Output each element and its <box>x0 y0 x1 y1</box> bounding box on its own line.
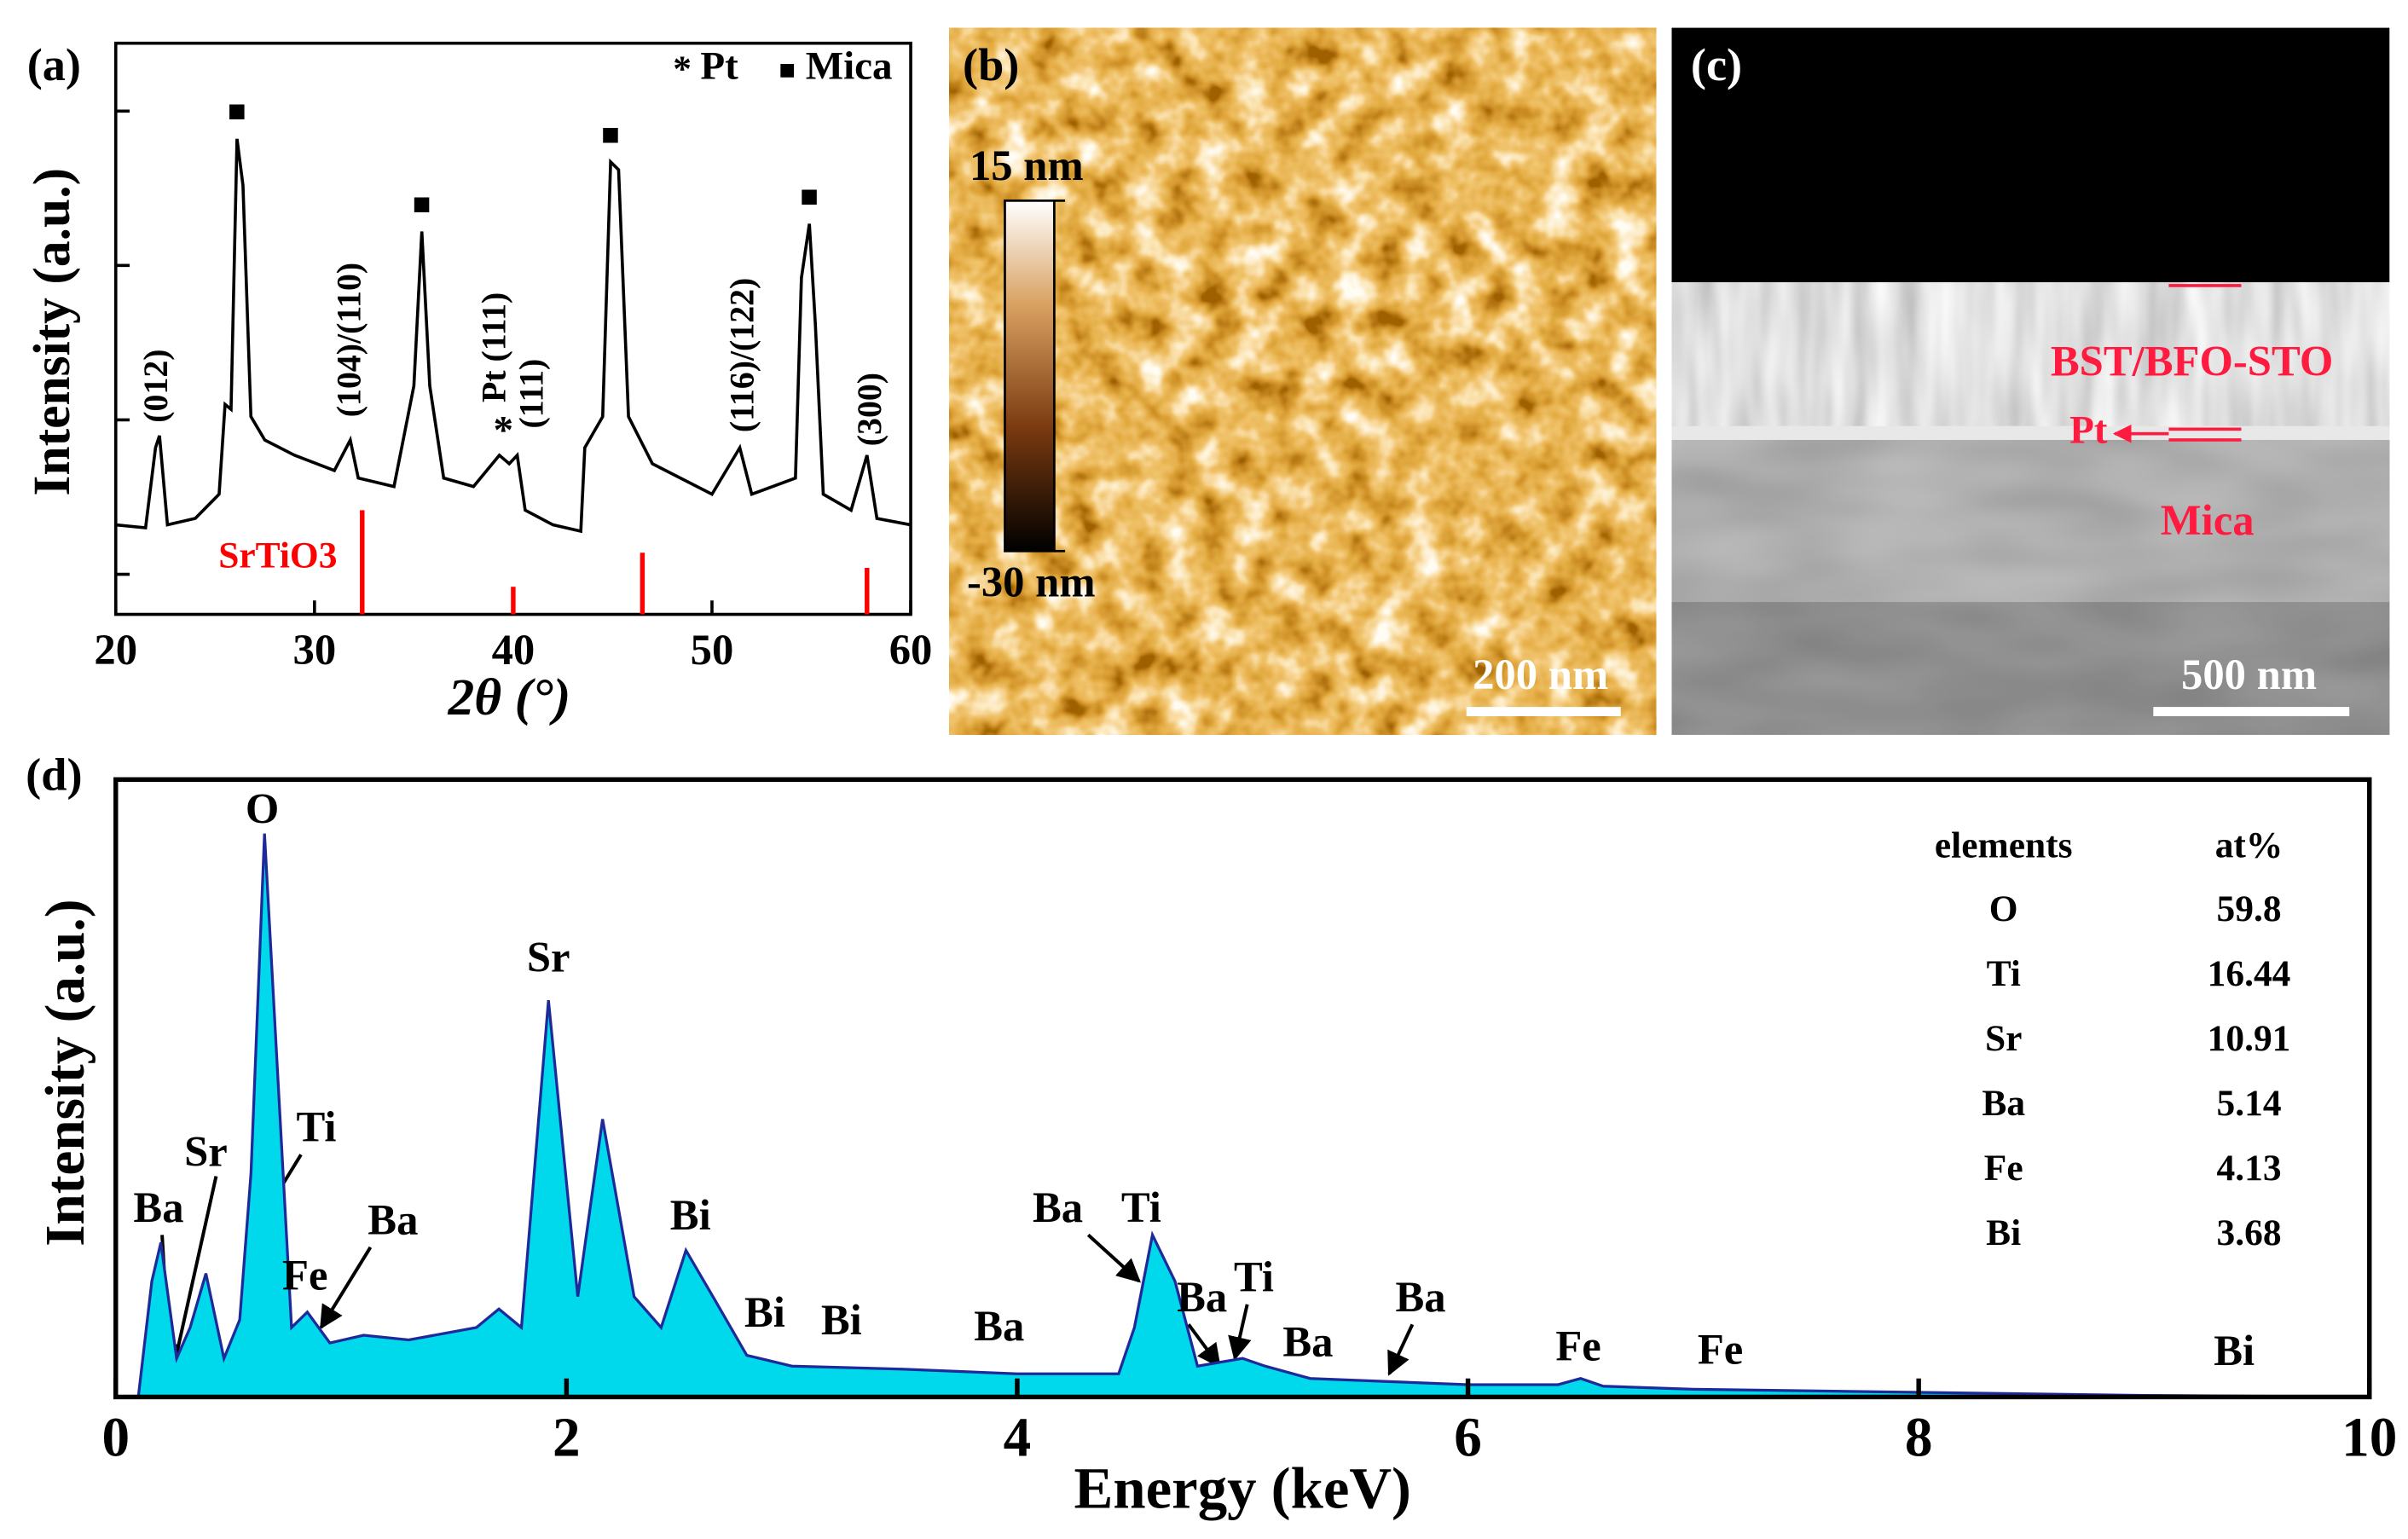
colorbar <box>1004 199 1056 553</box>
peak-label: Ti <box>297 1103 337 1151</box>
afm-image <box>949 27 1657 735</box>
peak-label: Ba <box>1282 1317 1333 1365</box>
peak-label: Ba <box>974 1302 1024 1350</box>
peak-label: Fe <box>1698 1325 1743 1373</box>
peak-label: Sr <box>184 1128 228 1176</box>
panel-label: (b) <box>963 39 1019 90</box>
x-axis-label: Energy (keV) <box>1074 1455 1411 1520</box>
peak-label: Bi <box>670 1191 711 1239</box>
arrow <box>1228 1304 1252 1361</box>
sem-vacuum <box>1671 27 2390 283</box>
peak-label: Pt (111) <box>475 292 512 402</box>
sem-film <box>1671 282 2390 430</box>
peak-label: Ti <box>1121 1183 1161 1231</box>
layer-label: Mica <box>2161 496 2255 544</box>
arrow <box>1187 1323 1221 1368</box>
sem-pt-layer <box>1671 425 2390 440</box>
peak-label: Sr <box>527 934 570 981</box>
y-axis-label: Intensity (a.u.) <box>35 900 96 1247</box>
panel-label: (d) <box>26 749 82 801</box>
peak-label: Ba <box>133 1183 183 1231</box>
y-axis-label: Intensity (a.u.) <box>23 168 81 496</box>
x-tick-label: 6 <box>1454 1408 1482 1469</box>
xrd-line <box>115 138 912 534</box>
arrow <box>1086 1233 1142 1283</box>
arrow <box>1387 1323 1415 1376</box>
peak-label: O <box>246 785 279 833</box>
peak-label: Bi <box>821 1296 862 1344</box>
legend-symbol: * <box>673 49 692 90</box>
x-tick-label: 60 <box>889 626 933 674</box>
x-tick-label: 10 <box>2341 1408 2397 1469</box>
table-cell: Sr <box>1985 1018 2022 1059</box>
peak-marker: ■ <box>228 94 246 128</box>
panel-label: (a) <box>27 39 81 90</box>
panel-label: (c) <box>1691 39 1742 90</box>
plot-frame <box>113 777 2372 1400</box>
scale-bar-label: 200 nm <box>1473 651 1608 698</box>
table-cell: Bi <box>1986 1212 2021 1253</box>
layer-label: BST/BFO-STO <box>2051 338 2333 385</box>
x-tick-label: 2 <box>553 1408 581 1469</box>
peak-marker: ■ <box>800 179 819 213</box>
peak-label: Ba <box>1395 1273 1445 1321</box>
legend-label: Pt <box>700 43 738 88</box>
legend-label: Mica <box>806 43 893 88</box>
plot-frame <box>113 41 912 616</box>
table-cell: 5.14 <box>2217 1083 2282 1124</box>
x-tick-label: 20 <box>94 626 137 674</box>
peak-marker: * <box>493 408 513 453</box>
table-cell: 16.44 <box>2208 953 2291 994</box>
legend-symbol: ■ <box>779 55 796 86</box>
peak-label: Bi <box>2214 1327 2255 1374</box>
peak-label: Ba <box>368 1195 418 1243</box>
table-header: at% <box>2215 825 2284 866</box>
x-tick-label: 8 <box>1905 1408 1933 1469</box>
x-tick-label: 0 <box>101 1408 130 1469</box>
peak-marker: ■ <box>413 187 431 221</box>
x-tick-label: 50 <box>691 626 734 674</box>
peak-label: (012) <box>137 349 175 422</box>
x-tick-label: 30 <box>293 626 337 674</box>
arrow <box>319 1246 373 1330</box>
table-cell: 59.8 <box>2217 888 2282 929</box>
table-cell: Ba <box>1982 1083 2025 1124</box>
peak-label: (104)/(110) <box>330 263 368 417</box>
peak-label: (111) <box>513 359 551 429</box>
peak-label: Ba <box>1177 1273 1227 1321</box>
layer-label: Pt <box>2069 408 2108 453</box>
table-cell: Fe <box>1984 1148 2023 1189</box>
peak-label: Ti <box>1234 1253 1274 1300</box>
x-axis-label: 2θ (°) <box>448 668 571 726</box>
arrow <box>165 1176 218 1374</box>
spectrum-line <box>136 833 2370 1399</box>
colorbar-label: 15 nm <box>970 142 1084 189</box>
peak-label: (300) <box>851 373 889 446</box>
table-cell: 4.13 <box>2217 1148 2282 1189</box>
peak-label: Fe <box>282 1251 327 1299</box>
table-cell: 3.68 <box>2217 1212 2282 1253</box>
x-tick-label: 40 <box>492 626 535 674</box>
peak-label: Fe <box>1555 1322 1601 1370</box>
reference-label: SrTiO3 <box>218 535 337 576</box>
colorbar-label: -30 nm <box>967 558 1096 606</box>
table-cell: O <box>1989 888 2018 929</box>
peak-label: (116)/(122) <box>724 278 761 432</box>
scale-bar-label: 500 nm <box>2181 651 2317 698</box>
table-header: elements <box>1935 825 2073 866</box>
peak-label: Bi <box>744 1288 785 1336</box>
x-tick-label: 4 <box>1004 1408 1032 1469</box>
peak-label: Ba <box>1033 1183 1083 1231</box>
spectrum-area <box>138 833 2370 1397</box>
table-cell: 10.91 <box>2208 1018 2291 1059</box>
table-cell: Ti <box>1987 953 2021 994</box>
peak-marker: ■ <box>601 117 620 151</box>
sem-mica <box>1671 439 2390 735</box>
